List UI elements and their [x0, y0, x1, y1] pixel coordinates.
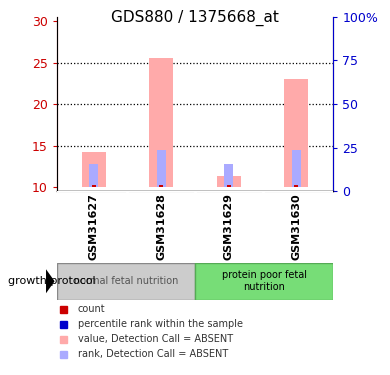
FancyBboxPatch shape — [57, 262, 195, 300]
Bar — [149, 58, 173, 187]
Text: GDS880 / 1375668_at: GDS880 / 1375668_at — [111, 9, 279, 26]
Text: GSM31627: GSM31627 — [89, 194, 99, 260]
Text: GSM31628: GSM31628 — [156, 194, 166, 260]
Bar — [224, 164, 233, 187]
Bar — [159, 185, 163, 187]
Text: count: count — [78, 304, 106, 314]
Bar — [294, 185, 298, 187]
Text: growth protocol: growth protocol — [8, 276, 96, 286]
FancyBboxPatch shape — [195, 262, 333, 300]
Bar — [217, 176, 241, 187]
Bar — [157, 150, 166, 187]
Bar — [227, 185, 231, 187]
Text: GSM31630: GSM31630 — [291, 194, 301, 260]
Text: protein poor fetal
nutrition: protein poor fetal nutrition — [222, 270, 307, 292]
Bar — [89, 164, 98, 187]
Bar — [292, 150, 301, 187]
Polygon shape — [46, 269, 55, 293]
Bar — [284, 79, 308, 187]
Bar — [82, 152, 106, 187]
Text: GSM31629: GSM31629 — [224, 194, 234, 260]
Text: percentile rank within the sample: percentile rank within the sample — [78, 320, 243, 329]
Text: value, Detection Call = ABSENT: value, Detection Call = ABSENT — [78, 334, 233, 344]
Text: normal fetal nutrition: normal fetal nutrition — [74, 276, 178, 286]
Bar — [92, 185, 96, 187]
Text: rank, Detection Call = ABSENT: rank, Detection Call = ABSENT — [78, 350, 228, 359]
